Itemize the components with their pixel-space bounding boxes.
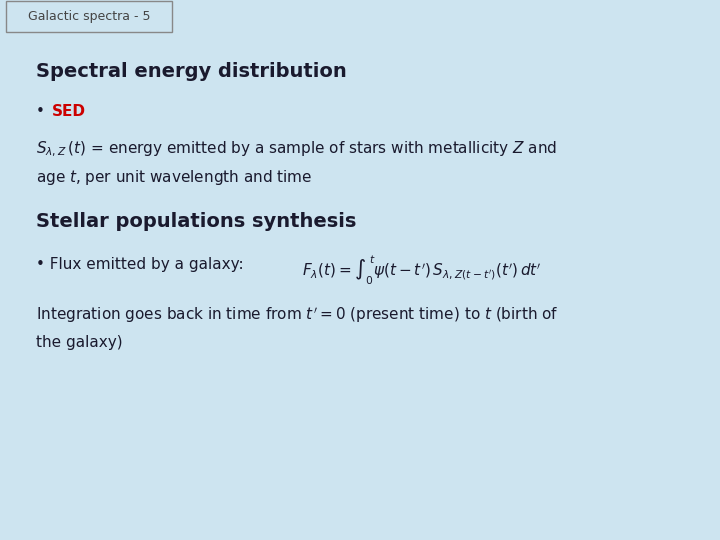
Text: the galaxy): the galaxy)	[36, 335, 122, 350]
Text: Integration goes back in time from $t^{\prime} = 0$ (present time) to $t$ (birth: Integration goes back in time from $t^{\…	[36, 305, 559, 325]
Text: $F_{\lambda}(t) = \int_0^{\,t} \psi(t-t^{\prime})\, S_{\lambda,Z(t-t^{\prime})}(: $F_{\lambda}(t) = \int_0^{\,t} \psi(t-t^…	[302, 254, 542, 287]
Text: age $t$, per unit wavelength and time: age $t$, per unit wavelength and time	[36, 168, 312, 187]
Text: • Flux emitted by a galaxy:: • Flux emitted by a galaxy:	[36, 256, 243, 272]
Text: SED: SED	[52, 104, 86, 119]
Text: Galactic spectra - 5: Galactic spectra - 5	[28, 10, 150, 23]
Text: Stellar populations synthesis: Stellar populations synthesis	[36, 212, 356, 231]
Text: $S_{\lambda,Z}\,(t)$ = energy emitted by a sample of stars with metallicity $Z$ : $S_{\lambda,Z}\,(t)$ = energy emitted by…	[36, 139, 557, 159]
Text: Spectral energy distribution: Spectral energy distribution	[36, 62, 347, 81]
Text: •: •	[36, 104, 50, 119]
FancyBboxPatch shape	[6, 1, 172, 32]
